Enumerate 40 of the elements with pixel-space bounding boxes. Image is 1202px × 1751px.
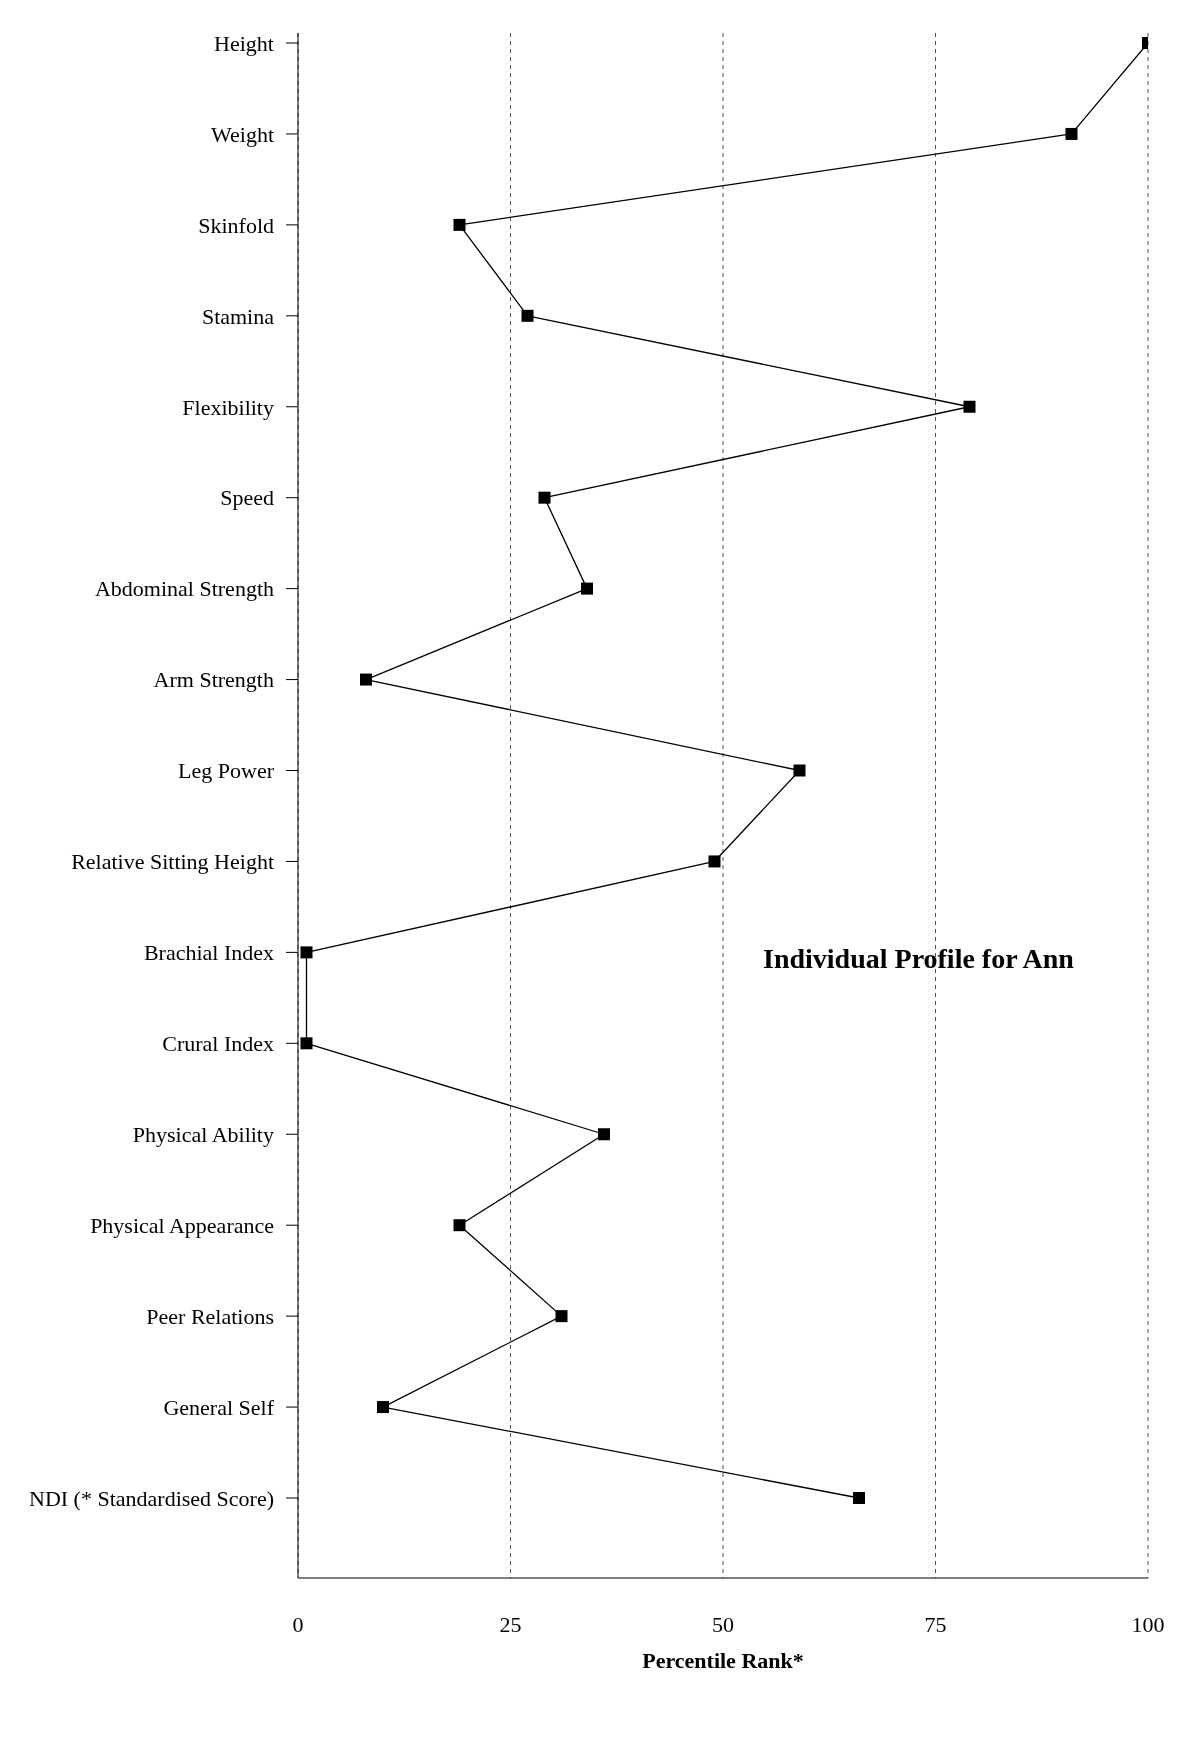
- point: [853, 1492, 865, 1504]
- annotation: Individual Profile for Ann: [763, 943, 1074, 975]
- y-tick-label: Height: [214, 30, 274, 56]
- y-tick-label: Leg Power: [178, 758, 275, 784]
- x-tick-label: 75: [924, 1611, 947, 1637]
- point: [555, 1310, 568, 1323]
- y-tick-label: Peer Relations: [146, 1303, 274, 1329]
- x-tick-label: 50: [712, 1611, 734, 1637]
- point: [1065, 127, 1078, 140]
- y-tick-label: Relative Sitting Height: [71, 849, 274, 875]
- point: [300, 1037, 313, 1050]
- x-axis-title: Percentile Rank*: [642, 1648, 804, 1673]
- x-tick-label: 25: [499, 1611, 522, 1637]
- point: [453, 218, 466, 231]
- y-tick-label: Crural Index: [162, 1031, 274, 1057]
- y-tick-label: Flexibility: [182, 394, 274, 420]
- point: [538, 491, 551, 504]
- y-tick-label: Stamina: [201, 303, 275, 329]
- y-tick-label: General Self: [163, 1394, 275, 1420]
- y-tick-label: Physical Appearance: [90, 1213, 274, 1238]
- point: [793, 764, 806, 777]
- y-tick-label: Skinfold: [198, 212, 274, 238]
- y-tick-label: Speed: [220, 485, 274, 511]
- point: [360, 673, 372, 686]
- point: [963, 400, 976, 413]
- y-tick-label: Arm Strength: [153, 667, 274, 693]
- point: [598, 1128, 610, 1141]
- point: [521, 309, 534, 322]
- x-tick-label: 100: [1131, 1611, 1165, 1637]
- x-tick-label: 0: [292, 1611, 304, 1637]
- y-tick-label: Physical Ability: [132, 1122, 274, 1148]
- point: [581, 582, 593, 595]
- y-tick-label: NDI (* Standardised Score): [29, 1485, 274, 1511]
- point: [300, 946, 313, 959]
- point: [377, 1401, 389, 1414]
- y-tick-label: Brachial Index: [143, 940, 274, 966]
- point: [453, 1219, 466, 1232]
- y-tick-label: Abdominal Strength: [94, 576, 274, 602]
- y-tick-label: Weight: [211, 121, 274, 147]
- point: [708, 855, 721, 868]
